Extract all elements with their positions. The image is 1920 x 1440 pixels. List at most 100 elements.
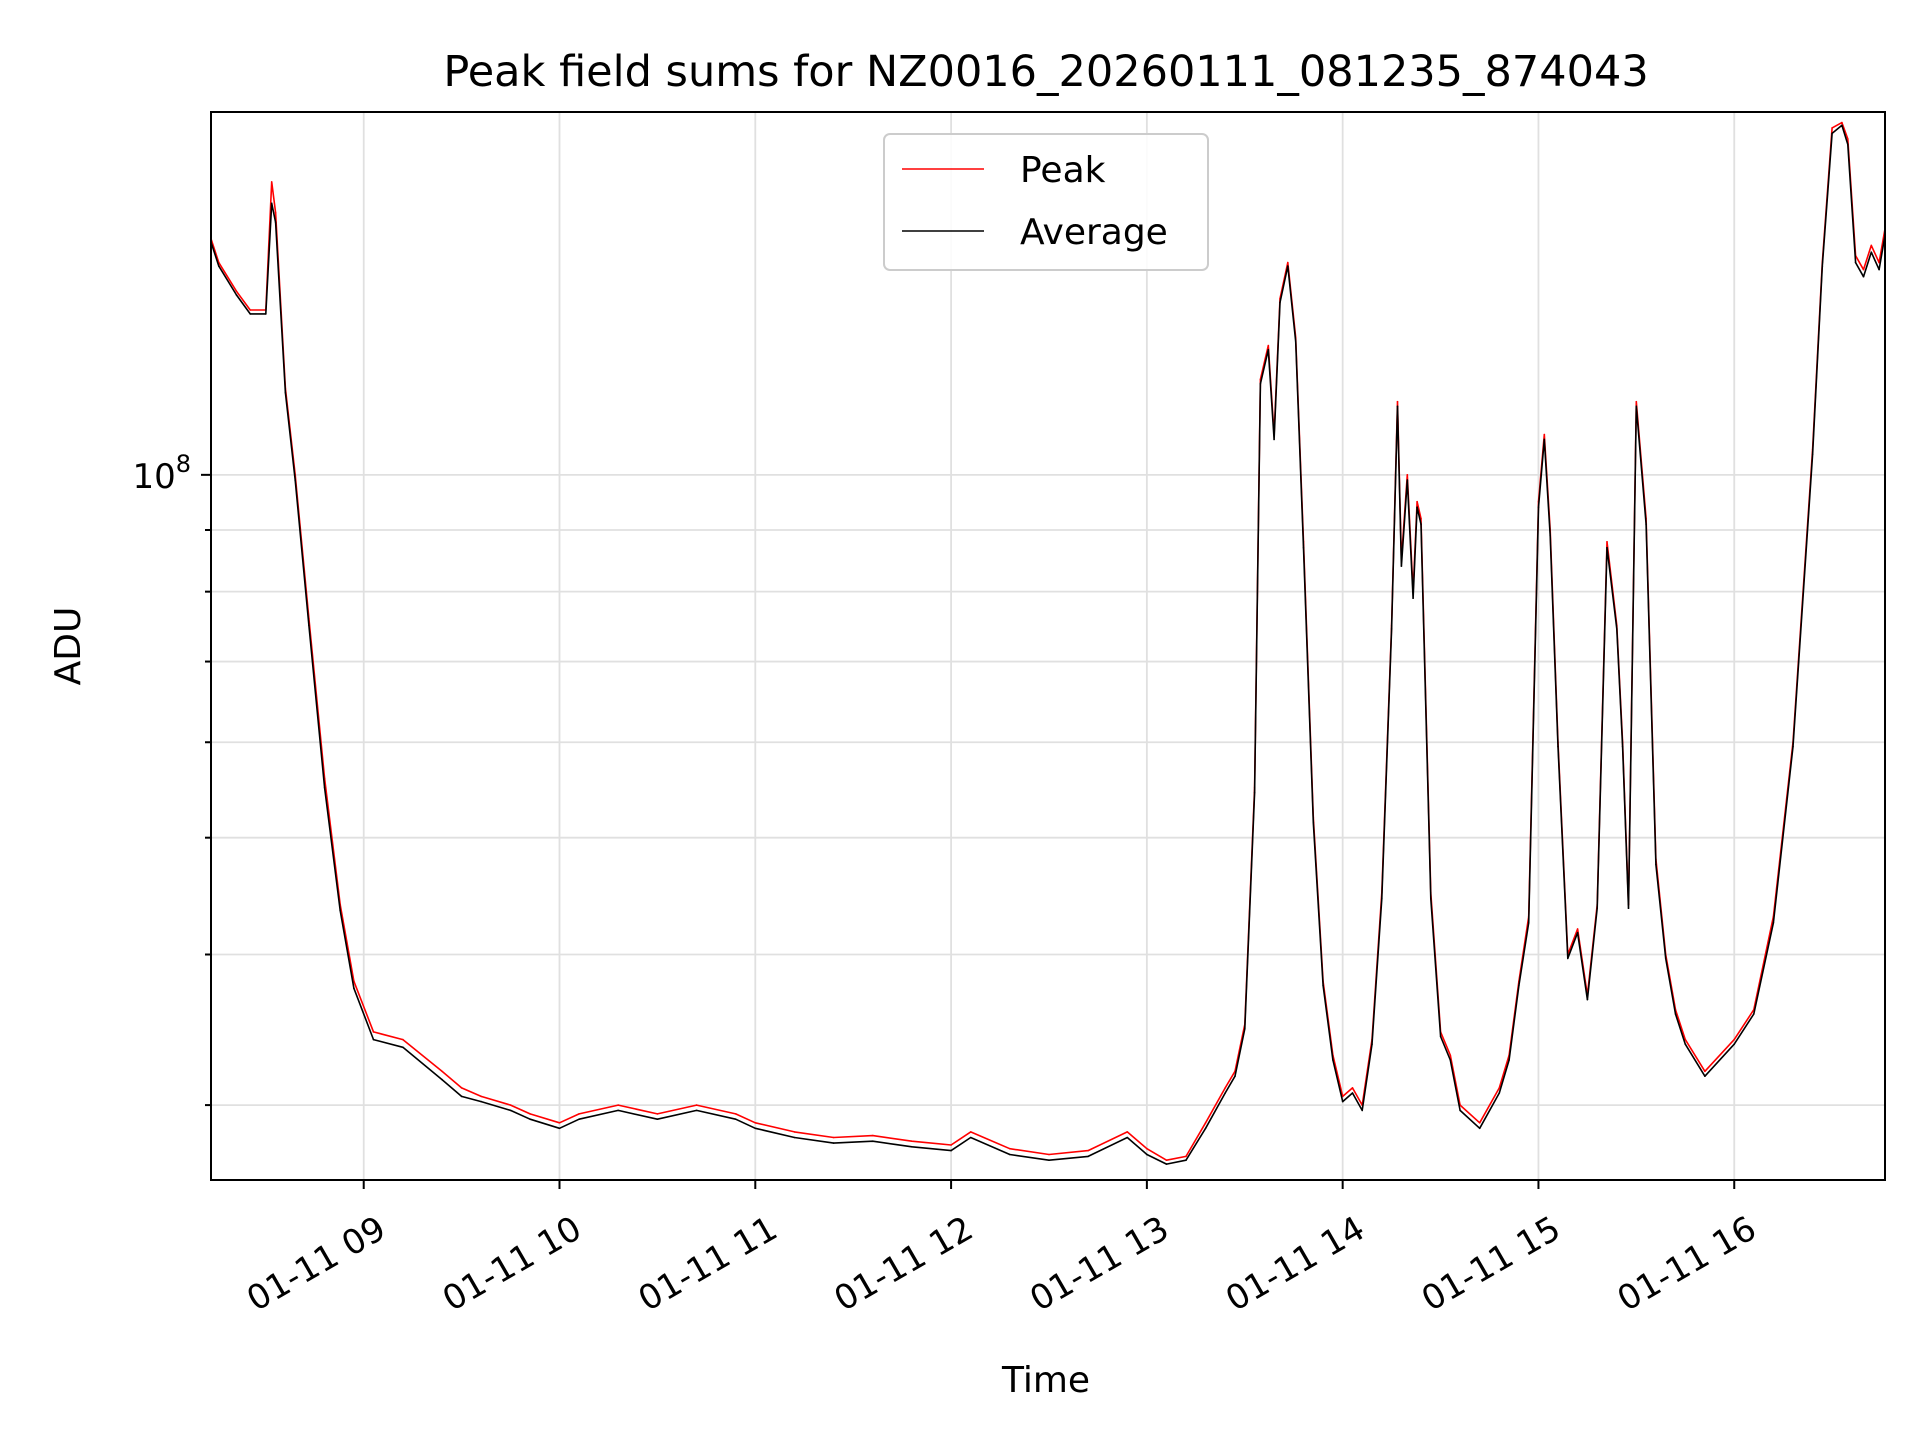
data-point-average xyxy=(323,787,326,789)
data-point-average xyxy=(1234,1075,1236,1077)
data-point-average xyxy=(1406,479,1409,481)
legend-label-average: Average xyxy=(1020,212,1168,253)
data-point-average xyxy=(1146,1153,1148,1156)
data-point-average xyxy=(1185,1159,1187,1161)
legend-label-peak: Peak xyxy=(1020,150,1106,191)
data-point-peak xyxy=(1635,400,1638,403)
data-point-average xyxy=(1772,922,1775,924)
data-point-average xyxy=(1831,132,1833,135)
data-point-average xyxy=(308,624,310,627)
data-point-average xyxy=(1244,1028,1246,1030)
data-point-average xyxy=(1635,405,1638,408)
data-point-peak xyxy=(1287,261,1289,264)
data-point-peak xyxy=(1606,541,1608,543)
data-point-average xyxy=(1009,1153,1011,1156)
data-point-average xyxy=(1518,984,1520,987)
data-point-average xyxy=(1287,265,1289,267)
data-point-peak xyxy=(1841,121,1843,124)
data-point-average xyxy=(1606,546,1608,549)
data-point-average xyxy=(353,987,355,990)
data-point-average xyxy=(872,1140,874,1142)
data-point-average xyxy=(1351,1092,1354,1094)
data-point-average xyxy=(1847,143,1849,146)
data-point-peak xyxy=(1862,268,1865,271)
data-point-peak xyxy=(1847,138,1849,140)
legend: Peak Average xyxy=(883,133,1209,271)
data-point-average xyxy=(441,1078,443,1081)
data-point-average xyxy=(1841,124,1843,127)
data-point-average xyxy=(1811,453,1814,456)
data-point-average xyxy=(1733,1043,1735,1045)
data-point-peak xyxy=(832,1136,835,1139)
data-point-average xyxy=(1704,1075,1706,1077)
data-point-average xyxy=(617,1109,619,1112)
data-point-average xyxy=(294,479,297,481)
data-point-peak xyxy=(529,1113,531,1115)
x-axis-label: Time xyxy=(1001,1360,1090,1401)
data-point-peak xyxy=(249,309,251,311)
data-point-average xyxy=(1416,506,1418,509)
data-point-average xyxy=(1664,957,1667,960)
data-point-average xyxy=(1341,1100,1344,1103)
data-point-average xyxy=(793,1136,796,1139)
data-point-average xyxy=(1294,340,1297,343)
data-point-average xyxy=(1645,523,1647,525)
data-point-average xyxy=(1420,523,1422,525)
data-point-average xyxy=(1412,597,1414,599)
data-point-average xyxy=(284,391,287,394)
data-point-peak xyxy=(734,1113,737,1115)
data-point-average xyxy=(1878,268,1880,271)
data-point-average xyxy=(1439,1035,1442,1038)
data-point-average xyxy=(1302,546,1305,549)
data-point-average xyxy=(1821,265,1824,267)
data-point-average xyxy=(1596,907,1598,909)
data-point-peak xyxy=(617,1104,619,1106)
data-point-average xyxy=(1792,745,1794,748)
data-point-peak xyxy=(1478,1122,1481,1124)
data-point-peak xyxy=(509,1104,512,1106)
data-point-peak xyxy=(1165,1159,1168,1161)
data-point-peak xyxy=(1543,433,1546,436)
data-point-peak xyxy=(1204,1122,1207,1124)
y-tick-label-base: 10 xyxy=(132,457,175,497)
data-point-average xyxy=(1126,1136,1129,1139)
data-point-average xyxy=(1674,1013,1677,1015)
data-point-peak xyxy=(402,1038,404,1041)
data-point-average xyxy=(1259,383,1262,385)
data-point-average xyxy=(1381,897,1383,900)
data-point-average xyxy=(218,265,220,267)
data-point-average xyxy=(402,1046,404,1049)
data-point-peak xyxy=(872,1134,874,1137)
data-point-peak xyxy=(1684,1038,1687,1041)
data-point-peak xyxy=(1449,1054,1452,1056)
data-point-average xyxy=(578,1118,580,1120)
series-average xyxy=(210,124,1886,1165)
data-point-average xyxy=(270,202,273,205)
data-point-peak xyxy=(1498,1087,1501,1089)
data-point-peak xyxy=(1146,1147,1148,1150)
data-point-average xyxy=(656,1118,659,1120)
data-point-average xyxy=(372,1038,375,1041)
data-point-average xyxy=(1567,957,1569,960)
data-point-average xyxy=(1586,998,1589,1001)
data-point-average xyxy=(265,313,267,315)
data-point-average xyxy=(1204,1127,1207,1130)
data-point-average xyxy=(1862,275,1865,278)
data-point-average xyxy=(734,1118,737,1120)
data-point-average xyxy=(1478,1127,1481,1130)
data-point-peak xyxy=(1351,1087,1354,1089)
data-point-peak xyxy=(695,1104,698,1106)
data-point-peak xyxy=(558,1122,561,1124)
data-point-peak xyxy=(969,1131,972,1133)
data-point-average xyxy=(1854,261,1857,264)
data-point-peak xyxy=(1733,1038,1735,1041)
data-point-average xyxy=(1621,745,1624,748)
data-point-peak xyxy=(1185,1155,1187,1158)
data-point-average xyxy=(1430,897,1432,900)
data-point-average xyxy=(754,1127,757,1130)
data-point-peak xyxy=(1126,1131,1129,1133)
data-point-peak xyxy=(1416,500,1418,503)
data-point-peak xyxy=(754,1122,757,1124)
y-tick-label-exponent: 8 xyxy=(176,450,191,478)
data-point-average xyxy=(1549,535,1551,537)
